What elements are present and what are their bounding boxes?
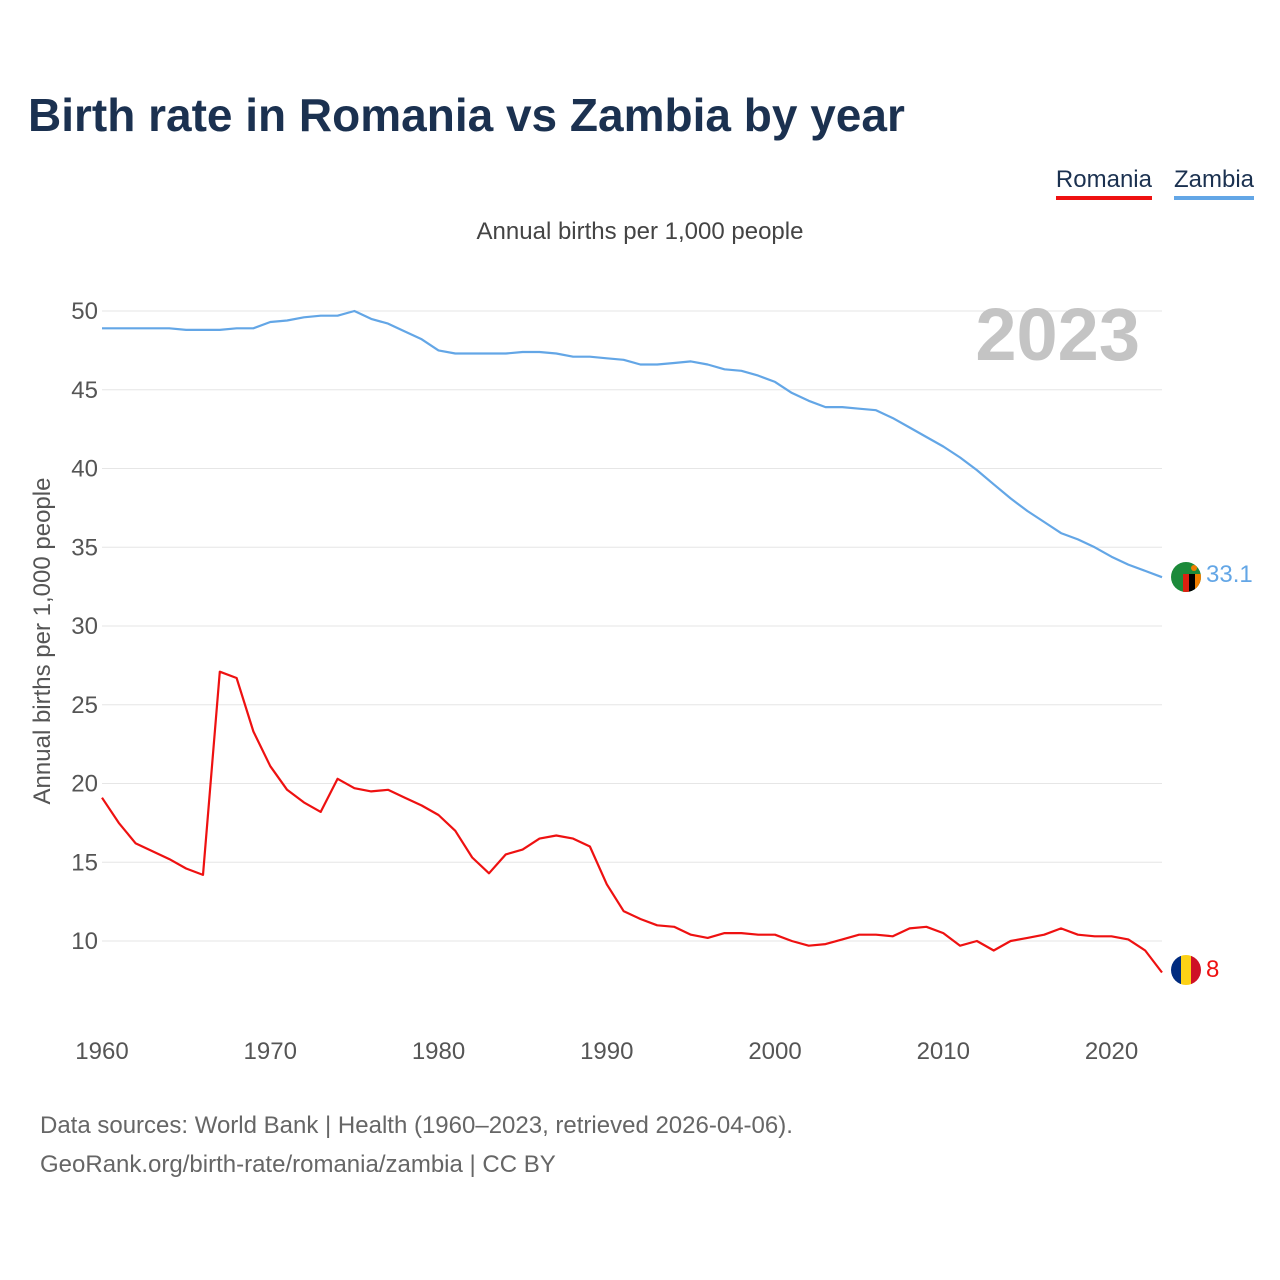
x-tick-label: 2000	[748, 1038, 801, 1065]
x-tick-label: 1960	[75, 1038, 128, 1065]
chart-subtitle: Annual births per 1,000 people	[476, 218, 804, 245]
series-line-romania[interactable]	[101, 670, 1163, 974]
footer: Data sources: World Bank | Health (1960–…	[40, 1106, 793, 1184]
zambia-flag-icon	[1171, 562, 1201, 592]
romania-end-value-label: 8	[1206, 956, 1219, 983]
x-tick-label: 1990	[580, 1038, 633, 1065]
y-tick-label: 45	[71, 377, 98, 404]
legend-item-romania[interactable]: Romania	[1055, 166, 1152, 200]
y-tick-label: 10	[71, 928, 98, 955]
x-tick-label: 1970	[244, 1038, 297, 1065]
y-tick-label: 25	[71, 692, 98, 719]
y-tick-label: 50	[71, 298, 98, 325]
footer-link[interactable]: GeoRank.org/birth-rate/romania/zambia | …	[40, 1151, 556, 1178]
y-axis-label: Annual births per 1,000 people	[29, 478, 56, 805]
chart-title: Birth rate in Romania vs Zambia by year	[28, 89, 905, 141]
romania-flag-icon	[1171, 955, 1201, 985]
legend-item-zambia[interactable]: Zambia	[1173, 166, 1254, 200]
y-tick-label: 40	[71, 456, 98, 483]
series-line-zambia[interactable]	[102, 309, 1163, 579]
gridlines	[102, 310, 1162, 942]
y-tick-label: 35	[71, 534, 98, 561]
y-tick-label: 15	[71, 849, 98, 876]
y-tick-label: 30	[71, 613, 98, 640]
x-tick-label: 2020	[1085, 1038, 1138, 1065]
x-axis-ticks: 1960 1970 1980 1990 2000 2010 2020	[75, 1038, 1138, 1065]
zambia-end-value-label: 33.1	[1206, 561, 1253, 588]
x-tick-label: 1980	[412, 1038, 465, 1065]
footer-sources: Data sources: World Bank | Health (1960–…	[40, 1112, 793, 1139]
legend: Romania Zambia	[1055, 166, 1254, 200]
year-watermark: 2023	[975, 293, 1140, 376]
y-tick-label: 20	[71, 771, 98, 798]
series-lines	[101, 309, 1163, 974]
x-tick-label: 2010	[917, 1038, 970, 1065]
y-axis-ticks: 10 15 20 25 30 35 40 45 50	[71, 298, 98, 955]
